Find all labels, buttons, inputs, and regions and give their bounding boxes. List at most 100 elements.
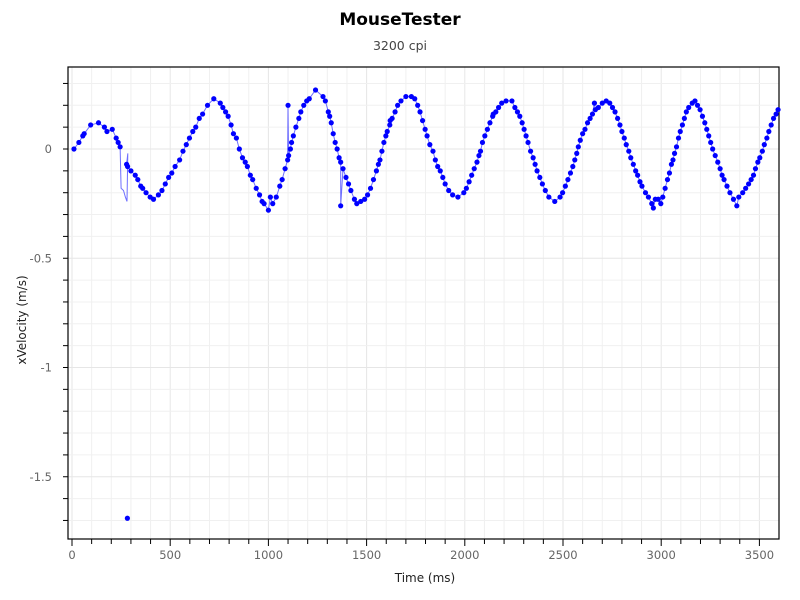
data-point xyxy=(387,122,393,128)
data-point xyxy=(668,161,675,167)
data-point xyxy=(442,181,448,187)
x-tick-label: 2500 xyxy=(548,548,577,562)
data-point xyxy=(574,150,580,156)
data-point xyxy=(626,148,632,154)
data-point xyxy=(362,196,368,202)
data-point xyxy=(95,120,102,126)
chart-title: MouseTester xyxy=(339,10,461,30)
data-point xyxy=(710,146,716,152)
data-point xyxy=(328,120,334,126)
data-point xyxy=(530,155,536,161)
data-point xyxy=(124,163,131,170)
data-point xyxy=(279,176,285,183)
data-point xyxy=(338,159,344,165)
data-point xyxy=(340,166,346,172)
x-tick-label: 3500 xyxy=(745,548,774,562)
data-point xyxy=(542,187,548,194)
data-point xyxy=(76,139,82,146)
data-point xyxy=(623,142,629,148)
data-point xyxy=(521,126,527,132)
x-tick-label: 1500 xyxy=(352,548,381,562)
data-point xyxy=(645,194,652,200)
data-point xyxy=(589,111,596,117)
data-point xyxy=(306,96,312,102)
data-point xyxy=(287,146,293,152)
data-point xyxy=(642,190,649,196)
data-point xyxy=(565,176,571,183)
data-point xyxy=(525,139,531,146)
data-point xyxy=(172,163,178,170)
data-point xyxy=(375,161,381,167)
data-point xyxy=(532,161,538,167)
data-point xyxy=(572,157,578,163)
data-point xyxy=(403,93,409,100)
data-point xyxy=(670,157,676,163)
y-tick-label: -1.5 xyxy=(30,470,52,484)
data-point xyxy=(236,146,242,152)
data-point xyxy=(128,168,134,174)
data-point xyxy=(71,146,77,152)
data-point xyxy=(628,155,634,161)
data-point xyxy=(370,176,377,183)
data-point xyxy=(348,187,354,194)
data-point xyxy=(290,133,296,139)
data-point xyxy=(377,157,383,163)
data-point xyxy=(253,185,259,191)
data-point xyxy=(277,183,283,189)
data-point xyxy=(180,148,186,154)
data-point xyxy=(354,201,360,207)
data-point xyxy=(267,194,273,200)
data-point xyxy=(694,102,701,108)
data-point xyxy=(332,139,338,146)
data-point xyxy=(727,190,733,196)
data-point xyxy=(719,172,725,178)
data-point xyxy=(140,185,146,191)
data-point xyxy=(599,100,605,106)
data-point-outlier xyxy=(124,515,130,521)
data-point xyxy=(748,176,754,183)
data-point xyxy=(686,104,692,111)
data-point xyxy=(537,174,543,181)
data-point xyxy=(562,183,568,189)
data-point xyxy=(607,100,613,106)
data-point xyxy=(721,176,727,183)
data-point xyxy=(298,109,304,115)
data-point xyxy=(764,135,770,141)
data-point xyxy=(591,100,598,106)
data-point xyxy=(534,168,540,174)
data-point xyxy=(759,148,765,154)
data-point xyxy=(523,133,529,139)
data-point xyxy=(775,107,781,113)
data-point xyxy=(228,122,234,128)
data-point xyxy=(655,196,661,202)
data-point xyxy=(552,198,558,205)
series-line xyxy=(73,89,779,212)
data-point xyxy=(230,131,237,137)
data-point xyxy=(584,120,591,126)
y-tick-label: -0.5 xyxy=(30,251,52,265)
data-point xyxy=(159,187,165,194)
data-point xyxy=(697,107,703,113)
data-point xyxy=(383,133,389,139)
data-point xyxy=(285,157,291,163)
x-tick-label: 0 xyxy=(68,548,75,562)
data-point xyxy=(557,194,563,200)
data-point xyxy=(560,190,566,196)
data-point xyxy=(166,174,172,181)
data-point xyxy=(595,104,601,111)
data-point xyxy=(509,98,515,104)
data-point xyxy=(196,115,202,122)
data-point xyxy=(177,157,183,163)
data-point xyxy=(455,194,461,200)
data-point xyxy=(681,115,687,122)
data-point xyxy=(384,128,390,135)
data-point xyxy=(373,168,380,174)
data-point xyxy=(755,159,761,165)
data-point xyxy=(474,159,480,165)
data-point xyxy=(330,131,336,137)
data-point xyxy=(706,133,712,139)
data-point xyxy=(580,131,586,137)
data-point xyxy=(398,98,404,104)
data-point xyxy=(514,109,521,115)
